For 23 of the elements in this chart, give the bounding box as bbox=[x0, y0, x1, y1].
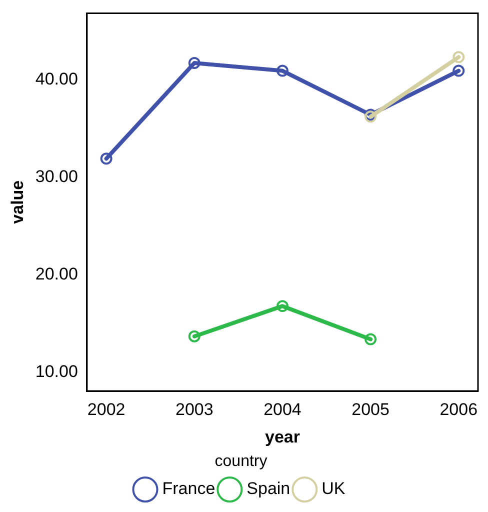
x-tick-label: 2003 bbox=[175, 400, 214, 419]
point bbox=[100, 152, 112, 165]
x-tick-label: 2002 bbox=[87, 400, 126, 419]
y-tick-label: 30.00 bbox=[35, 166, 78, 186]
legend-label: Spain bbox=[246, 479, 290, 498]
x-tick-label: 2005 bbox=[352, 400, 390, 419]
y-axis-title: value bbox=[8, 180, 27, 224]
point bbox=[276, 64, 288, 77]
point bbox=[188, 330, 200, 342]
point bbox=[188, 56, 200, 69]
legend-label: France bbox=[162, 479, 216, 498]
point bbox=[364, 333, 377, 346]
x-tick-label: 2006 bbox=[440, 400, 478, 419]
point bbox=[452, 64, 465, 77]
point bbox=[452, 51, 465, 64]
legend-label: UK bbox=[322, 479, 346, 498]
y-tick-label: 20.00 bbox=[35, 264, 78, 284]
x-axis-title: year bbox=[264, 427, 300, 446]
point bbox=[276, 300, 288, 312]
y-tick-label: 10.00 bbox=[35, 362, 78, 382]
x-tick-label: 2004 bbox=[264, 400, 302, 419]
legend-title: country bbox=[214, 453, 268, 470]
y-tick-label: 40.00 bbox=[35, 69, 78, 88]
